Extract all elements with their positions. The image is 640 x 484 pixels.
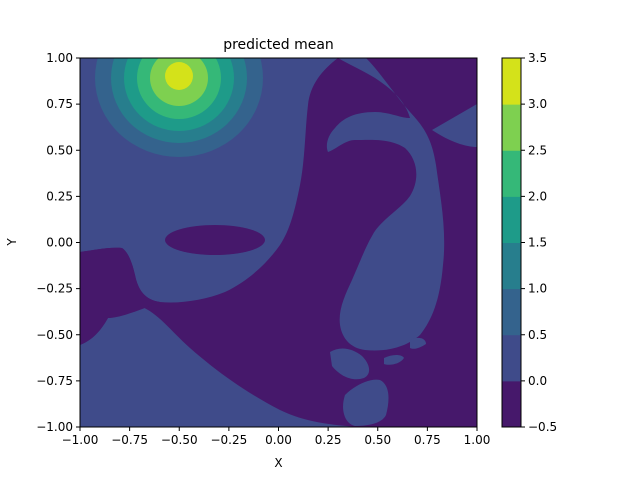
colorbar-band (502, 380, 521, 428)
plot-area: −1.00 −0.75 −0.50 −0.25 0.00 0.25 0.50 0.75 1.00… (5, 51, 491, 470)
colorbar-tick-label: 1.0 (528, 282, 547, 296)
x-tick-label: 0.00 (265, 433, 292, 447)
contour-region-small-lobe-3 (410, 337, 426, 349)
colorbar-band (502, 334, 521, 382)
y-tick-label: −0.25 (36, 282, 73, 296)
contour-region-small-lobe-2 (384, 355, 404, 365)
colorbar-tick-label: 3.0 (528, 97, 547, 111)
y-tick-label: −0.75 (36, 374, 73, 388)
x-tick-label: 0.75 (414, 433, 441, 447)
chart-title: predicted mean (223, 37, 334, 53)
x-tick-label: −1.00 (62, 433, 99, 447)
x-tick-label: 0.50 (364, 433, 391, 447)
y-tick-label: 0.75 (46, 97, 73, 111)
contour-region-bottom-blob (343, 379, 389, 426)
y-tick-label: −1.00 (36, 420, 73, 434)
contour-region-right (326, 58, 445, 351)
colorbar-band (502, 104, 521, 151)
contour-region-left-bottom (80, 303, 360, 427)
contour-hole-center (165, 225, 265, 255)
contour-region-small-lobe-1 (330, 348, 370, 380)
colorbar-tick-label: 0.5 (528, 328, 547, 342)
x-tick-label: −0.50 (161, 433, 198, 447)
x-tick-label: 1.00 (464, 433, 491, 447)
y-axis-ticks: 1.00 0.75 0.50 0.25 0.00 −0.25 −0.50 −0.75 −1.00 (36, 51, 80, 434)
contour-region-top-right (432, 104, 477, 147)
colorbar-tick-label: −0.5 (528, 420, 557, 434)
y-tick-label: −0.50 (36, 328, 73, 342)
y-tick-label: 0.25 (46, 189, 73, 203)
colorbar-tick-label: 0.0 (528, 374, 547, 388)
y-tick-label: 0.00 (46, 236, 73, 250)
colorbar-tick-label: 2.0 (528, 189, 547, 203)
colorbar-band (502, 288, 521, 336)
contour-ring-3.0-3.5 (165, 62, 193, 90)
x-tick-label: −0.25 (210, 433, 247, 447)
colorbar-tick-label: 1.5 (528, 236, 547, 250)
colorbar-band (502, 150, 521, 197)
x-axis-ticks: −1.00 −0.75 −0.50 −0.25 0.00 0.25 0.50 0.75 1.00 (62, 427, 491, 447)
y-axis-label: Y (5, 238, 19, 247)
x-tick-label: 0.25 (315, 433, 342, 447)
colorbar-band (502, 242, 521, 290)
y-tick-label: 0.50 (46, 143, 73, 157)
y-tick-label: 1.00 (46, 51, 73, 65)
contour-hole-left (80, 247, 160, 345)
x-axis-label: X (274, 456, 282, 470)
colorbar-band (502, 58, 521, 105)
colorbar-tick-label: 2.5 (528, 143, 547, 157)
colorbar-band (502, 196, 521, 243)
colorbar: 3.5 3.0 2.5 2.0 1.5 1.0 0.5 0.0 −0.5 (501, 51, 557, 434)
x-tick-label: −0.75 (111, 433, 148, 447)
colorbar-tick-label: 3.5 (528, 51, 547, 65)
